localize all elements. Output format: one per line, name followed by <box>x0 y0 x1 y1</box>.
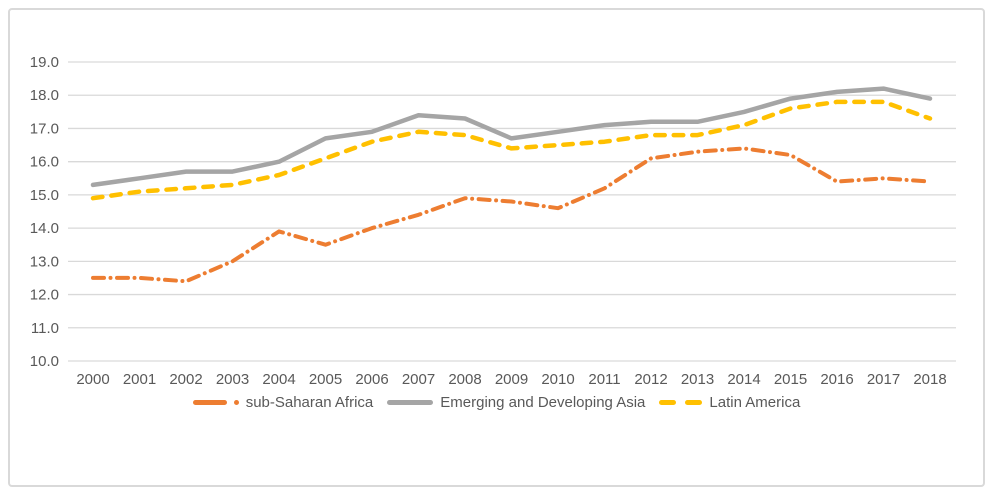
legend-item-latin-america: Latin America <box>659 394 800 411</box>
x-tick-label: 2004 <box>262 371 295 388</box>
x-tick-label: 2003 <box>216 371 249 388</box>
series-line-emerging-and-developing-asia <box>90 86 933 188</box>
x-tick-label: 2014 <box>727 371 760 388</box>
y-tick-label: 17.0 <box>30 120 59 137</box>
x-tick-label: 2016 <box>820 371 853 388</box>
x-tick-label: 2015 <box>774 371 807 388</box>
y-tick-label: 19.0 <box>30 54 59 71</box>
y-tick-label: 11.0 <box>31 320 59 337</box>
x-tick-label: 2010 <box>541 371 574 388</box>
y-tick-label: 18.0 <box>30 87 59 104</box>
x-tick-label: 2009 <box>495 371 528 388</box>
legend-item-emerging-and-developing-asia: Emerging and Developing Asia <box>387 394 645 411</box>
x-tick-label: 2017 <box>867 371 900 388</box>
x-tick-label: 2006 <box>355 371 388 388</box>
y-tick-label: 10.0 <box>30 353 59 370</box>
chart-legend: sub-Saharan Africa Emerging and Developi… <box>10 394 983 411</box>
legend-label: Emerging and Developing Asia <box>440 394 646 411</box>
legend-label: sub-Saharan Africa <box>245 394 374 411</box>
y-tick-label: 12.0 <box>30 287 59 304</box>
x-tick-label: 2000 <box>76 371 109 388</box>
x-tick-label: 2011 <box>588 371 620 388</box>
y-tick-label: 14.0 <box>30 220 59 237</box>
legend-item-sub-saharan-africa: sub-Saharan Africa <box>192 394 374 411</box>
solid-line-marker-icon <box>387 400 434 405</box>
x-tick-label: 2012 <box>634 371 667 388</box>
dash-dot-line-marker-icon <box>192 400 239 405</box>
x-tick-label: 2005 <box>309 371 342 388</box>
dashed-line-marker-icon <box>659 400 703 405</box>
y-tick-label: 13.0 <box>30 253 59 270</box>
x-tick-label: 2013 <box>681 371 714 388</box>
y-tick-label: 15.0 <box>30 187 59 204</box>
x-tick-label: 2001 <box>123 371 156 388</box>
chart-frame <box>8 8 985 487</box>
series-line-latin-america <box>90 99 933 201</box>
x-tick-label: 2007 <box>402 371 435 388</box>
x-tick-label: 2018 <box>913 371 946 388</box>
x-tick-label: 2002 <box>169 371 202 388</box>
series-line-sub-saharan-africa <box>91 146 932 284</box>
y-tick-label: 16.0 <box>30 154 59 171</box>
legend-label: Latin America <box>709 394 801 411</box>
x-tick-label: 2008 <box>448 371 481 388</box>
